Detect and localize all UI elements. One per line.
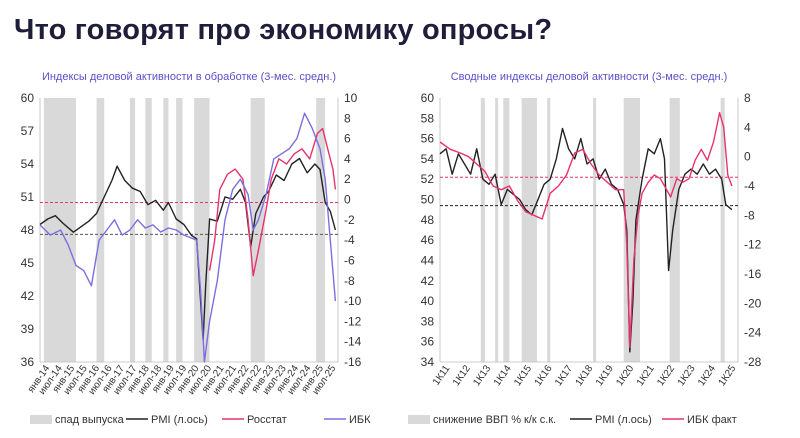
c2-ytick-left-38: 38 xyxy=(421,314,435,328)
c2-recession-band-8 xyxy=(720,98,725,362)
c1-ytick-left-54: 54 xyxy=(21,157,35,171)
c2-ytick-left-34: 34 xyxy=(421,355,435,369)
c1-ytick-right-4: 4 xyxy=(344,152,351,166)
c2-xtick-8: 1К19 xyxy=(594,363,616,388)
c1-ytick-right-6: 6 xyxy=(344,132,351,146)
c1-series-line-0 xyxy=(39,157,337,341)
c2-ytick-left-46: 46 xyxy=(421,233,435,247)
c2-legend-label-0: снижение ВВП % к/к с.к. xyxy=(433,414,556,426)
c2-xtick-1: 1К12 xyxy=(451,363,473,388)
c2-ytick-left-60: 60 xyxy=(421,91,435,105)
c2-ytick-right-8: 8 xyxy=(744,91,751,105)
c2-ytick-right--20: -20 xyxy=(744,296,762,310)
c2-legend-label-2: ИБК факт xyxy=(687,414,737,426)
c1-ytick-right--16: -16 xyxy=(344,355,362,369)
c2-xtick-7: 1К18 xyxy=(574,363,596,388)
c1-legend-label-2: Росстат xyxy=(247,414,287,426)
c2-ytick-right--8: -8 xyxy=(744,208,755,222)
c2-ytick-right-0: 0 xyxy=(744,150,751,164)
c2-xtick-0: 1К11 xyxy=(431,363,453,387)
c2-recession-band-7 xyxy=(669,98,680,362)
chart-composite-pmi: Сводные индексы деловой активности (3-ме… xyxy=(404,62,796,433)
c1-ytick-left-57: 57 xyxy=(21,124,35,138)
c1-ytick-left-42: 42 xyxy=(21,289,35,303)
c1-ytick-left-48: 48 xyxy=(21,223,35,237)
c1-ytick-left-39: 39 xyxy=(21,322,35,336)
c2-ytick-left-42: 42 xyxy=(421,274,435,288)
c2-ytick-left-48: 48 xyxy=(421,213,435,227)
c2-xtick-10: 1К21 xyxy=(635,363,657,388)
c2-xtick-2: 1К13 xyxy=(471,363,493,388)
c1-ytick-left-45: 45 xyxy=(21,256,35,270)
c1-ytick-right--12: -12 xyxy=(344,314,362,328)
c1-ytick-right-0: 0 xyxy=(344,193,351,207)
c2-ytick-left-50: 50 xyxy=(421,193,435,207)
c1-legend-label-0: спад выпуска xyxy=(55,414,125,426)
c1-recession-band-5 xyxy=(176,98,183,362)
c1-series-line-1 xyxy=(208,127,337,277)
c1-recession-band-3 xyxy=(145,98,152,362)
c2-recession-band-5 xyxy=(593,98,597,362)
c2-xtick-11: 1К22 xyxy=(655,363,677,388)
c1-ytick-left-60: 60 xyxy=(21,91,35,105)
c1-series-line-2 xyxy=(39,112,337,363)
c2-ytick-left-52: 52 xyxy=(421,172,435,186)
c2-ytick-left-56: 56 xyxy=(421,132,435,146)
c2-recession-band-4 xyxy=(547,98,551,362)
c2-xtick-9: 1К20 xyxy=(614,363,636,388)
c2-series-line-1 xyxy=(439,112,733,348)
c2-xtick-6: 1К17 xyxy=(553,363,575,388)
c1-recession-band-7 xyxy=(250,98,265,362)
c1-ytick-right--8: -8 xyxy=(344,274,355,288)
c1-ytick-right--2: -2 xyxy=(344,213,355,227)
c1-legend-swatch-0 xyxy=(30,415,52,424)
c2-xtick-3: 1К14 xyxy=(492,363,514,388)
c2-ytick-right--28: -28 xyxy=(744,355,762,369)
c1-ytick-right--14: -14 xyxy=(344,335,362,349)
c1-legend-label-3: ИБК xyxy=(349,414,371,426)
c1-recession-band-8 xyxy=(316,98,326,362)
c2-ytick-right--16: -16 xyxy=(744,267,762,281)
c2-ytick-right-4: 4 xyxy=(744,120,751,134)
c2-xtick-13: 1К24 xyxy=(696,363,718,388)
c2-recession-band-0 xyxy=(480,98,485,362)
c2-recession-band-2 xyxy=(503,98,510,362)
c2-ytick-right--12: -12 xyxy=(744,238,762,252)
chart-composite-pmi-svg: Сводные индексы деловой активности (3-ме… xyxy=(408,71,762,426)
c2-title: Сводные индексы деловой активности (3-ме… xyxy=(451,71,728,83)
c2-ytick-left-40: 40 xyxy=(421,294,435,308)
c2-ytick-left-36: 36 xyxy=(421,335,435,349)
c2-ytick-left-44: 44 xyxy=(421,253,435,267)
chart-manufacturing-pmi: Индексы деловой активности в обработке (… xyxy=(4,62,396,433)
c1-recession-band-2 xyxy=(129,98,136,362)
c2-xtick-5: 1К16 xyxy=(533,363,555,388)
c2-ytick-left-58: 58 xyxy=(421,111,435,125)
c2-xtick-4: 1К15 xyxy=(512,363,534,388)
c1-ytick-right-2: 2 xyxy=(344,172,351,186)
page-title: Что говорят про экономику опросы? xyxy=(14,14,553,46)
c2-legend-label-1: PMI (л.ось) xyxy=(595,414,652,426)
c2-xtick-12: 1К23 xyxy=(676,363,698,388)
c2-ytick-left-54: 54 xyxy=(421,152,435,166)
c1-ytick-left-51: 51 xyxy=(21,190,35,204)
c2-recession-band-3 xyxy=(521,98,537,362)
c1-ytick-left-36: 36 xyxy=(21,355,35,369)
c2-legend-swatch-0 xyxy=(408,415,430,424)
c2-xtick-14: 1К25 xyxy=(717,363,739,388)
c1-title: Индексы деловой активности в обработке (… xyxy=(42,71,336,83)
c1-ytick-right--10: -10 xyxy=(344,294,362,308)
c2-ytick-right--4: -4 xyxy=(744,179,755,193)
c1-ytick-right--6: -6 xyxy=(344,253,355,267)
c1-ytick-right-10: 10 xyxy=(344,91,358,105)
c2-ytick-right--24: -24 xyxy=(744,326,762,340)
c1-recession-band-1 xyxy=(96,98,105,362)
chart-manufacturing-pmi-svg: Индексы деловой активности в обработке (… xyxy=(21,71,371,426)
c1-ytick-right--4: -4 xyxy=(344,233,355,247)
c2-recession-band-1 xyxy=(495,98,499,362)
c1-legend-label-1: PMI (л.ось) xyxy=(151,414,208,426)
c1-ytick-right-8: 8 xyxy=(344,111,351,125)
